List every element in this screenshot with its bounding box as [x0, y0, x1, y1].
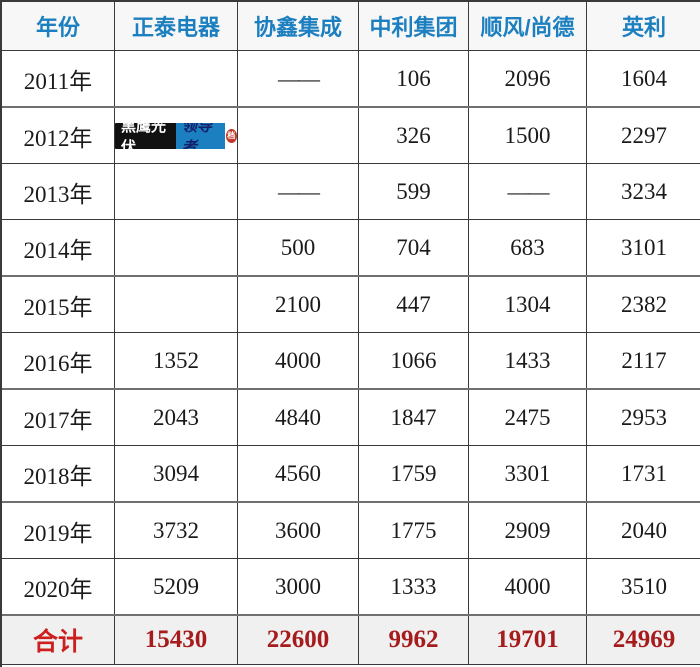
cell-zhongli-2018: 1759	[359, 446, 469, 501]
cell-xiexin-2017: 4840	[238, 390, 359, 445]
cell-total-yingli: 24969	[587, 616, 700, 664]
header-cell-yingli: 英利	[587, 2, 700, 50]
cell-total-zhengtai: 15430	[115, 616, 238, 664]
cell-shunfeng-2018: 3301	[469, 446, 587, 501]
cell-xiexin-2018: 4560	[238, 446, 359, 501]
cell-zhongli-2015: 447	[359, 277, 469, 332]
cell-zhengtai-2018: 3094	[115, 446, 238, 501]
cell-xiexin-2011: ——	[238, 51, 359, 106]
cell-zhongli-2019: 1775	[359, 503, 469, 558]
table-row-2016: 2016年 1352 4000 1066 1433 2117	[2, 333, 700, 390]
cell-xiexin-2020: 3000	[238, 559, 359, 614]
cell-yingli-2020: 3510	[587, 559, 700, 614]
table-row-2017: 2017年 2043 4840 1847 2475 2953	[2, 390, 700, 446]
cell-zhengtai-2015	[115, 277, 238, 332]
cell-total-shunfeng: 19701	[469, 616, 587, 664]
cell-zhongli-2013: 599	[359, 164, 469, 219]
table-header-row: 年份 正泰电器 协鑫集成 中利集团 顺风/尚德 英利	[2, 2, 700, 51]
cell-zhengtai-2017: 2043	[115, 390, 238, 445]
cell-yingli-2013: 3234	[587, 164, 700, 219]
watermark-logo: 黑鹰光伏 领导者 档	[115, 123, 237, 149]
cell-yingli-2014: 3101	[587, 220, 700, 275]
watermark-badge-icon: 档	[226, 129, 237, 143]
cell-shunfeng-2013: ——	[469, 164, 587, 219]
table-row-2012: 2012年 黑鹰光伏 领导者 档 326 1500 2297	[2, 108, 700, 164]
cell-year-2017: 2017年	[2, 390, 115, 445]
header-cell-year: 年份	[2, 2, 115, 50]
cell-yingli-2012: 2297	[587, 108, 700, 163]
cell-shunfeng-2012: 1500	[469, 108, 587, 163]
cell-zhongli-2014: 704	[359, 220, 469, 275]
cell-xiexin-2013: ——	[238, 164, 359, 219]
table-row-2011: 2011年 —— 106 2096 1604	[2, 51, 700, 108]
data-table: 年份 正泰电器 协鑫集成 中利集团 顺风/尚德 英利 2011年 —— 106 …	[0, 0, 700, 667]
cell-zhengtai-2014	[115, 220, 238, 275]
cell-year-2018: 2018年	[2, 446, 115, 501]
cell-shunfeng-2014: 683	[469, 220, 587, 275]
cell-yingli-2016: 2117	[587, 333, 700, 388]
cell-year-2016: 2016年	[2, 333, 115, 388]
cell-year-2013: 2013年	[2, 164, 115, 219]
cell-zhongli-2017: 1847	[359, 390, 469, 445]
table-row-2020: 2020年 5209 3000 1333 4000 3510	[2, 559, 700, 616]
table-row-2014: 2014年 500 704 683 3101	[2, 220, 700, 277]
header-cell-zhengtai: 正泰电器	[115, 2, 238, 50]
cell-zhengtai-2019: 3732	[115, 503, 238, 558]
cell-xiexin-2014: 500	[238, 220, 359, 275]
cell-yingli-2011: 1604	[587, 51, 700, 106]
cell-shunfeng-2016: 1433	[469, 333, 587, 388]
table-total-row: 合计 15430 22600 9962 19701 24969	[2, 616, 700, 665]
cell-zhongli-2012: 326	[359, 108, 469, 163]
cell-year-2019: 2019年	[2, 503, 115, 558]
header-cell-zhongli: 中利集团	[359, 2, 469, 50]
cell-zhongli-2016: 1066	[359, 333, 469, 388]
cell-total-label: 合计	[2, 616, 115, 664]
cell-zhongli-2011: 106	[359, 51, 469, 106]
cell-total-zhongli: 9962	[359, 616, 469, 664]
cell-year-2014: 2014年	[2, 220, 115, 275]
cell-zhongli-2020: 1333	[359, 559, 469, 614]
cell-yingli-2015: 2382	[587, 277, 700, 332]
table-row-2015: 2015年 2100 447 1304 2382	[2, 277, 700, 333]
cell-zhengtai-2011	[115, 51, 238, 106]
cell-zhengtai-2012: 黑鹰光伏 领导者 档	[115, 108, 238, 163]
table-row-2013: 2013年 —— 599 —— 3234	[2, 164, 700, 220]
cell-zhengtai-2016: 1352	[115, 333, 238, 388]
table-row-2018: 2018年 3094 4560 1759 3301 1731	[2, 446, 700, 503]
cell-xiexin-2016: 4000	[238, 333, 359, 388]
cell-yingli-2017: 2953	[587, 390, 700, 445]
cell-zhengtai-2020: 5209	[115, 559, 238, 614]
cell-shunfeng-2011: 2096	[469, 51, 587, 106]
cell-year-2011: 2011年	[2, 51, 115, 106]
header-cell-shunfeng: 顺风/尚德	[469, 2, 587, 50]
cell-year-2015: 2015年	[2, 277, 115, 332]
cell-total-xiexin: 22600	[238, 616, 359, 664]
cell-shunfeng-2020: 4000	[469, 559, 587, 614]
header-cell-xiexin: 协鑫集成	[238, 2, 359, 50]
cell-yingli-2019: 2040	[587, 503, 700, 558]
cell-year-2020: 2020年	[2, 559, 115, 614]
table-row-2019: 2019年 3732 3600 1775 2909 2040	[2, 503, 700, 559]
cell-xiexin-2012	[238, 108, 359, 163]
cell-yingli-2018: 1731	[587, 446, 700, 501]
cell-xiexin-2015: 2100	[238, 277, 359, 332]
cell-zhengtai-2013	[115, 164, 238, 219]
cell-shunfeng-2019: 2909	[469, 503, 587, 558]
cell-shunfeng-2017: 2475	[469, 390, 587, 445]
cell-shunfeng-2015: 1304	[469, 277, 587, 332]
cell-year-2012: 2012年	[2, 108, 115, 163]
cell-xiexin-2019: 3600	[238, 503, 359, 558]
